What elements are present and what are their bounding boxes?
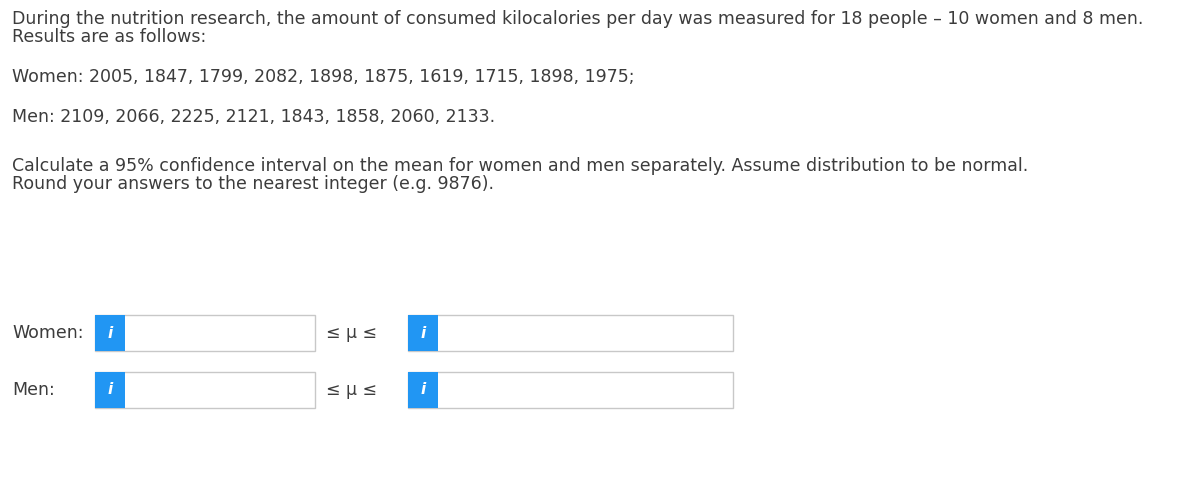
Bar — [408, 315, 733, 351]
Text: Men: 2109, 2066, 2225, 2121, 1843, 1858, 2060, 2133.: Men: 2109, 2066, 2225, 2121, 1843, 1858,… — [12, 108, 496, 126]
Bar — [95, 315, 125, 351]
Text: i: i — [420, 383, 426, 398]
Bar — [95, 315, 314, 351]
Bar — [408, 372, 733, 408]
Bar — [95, 372, 125, 408]
Text: Round your answers to the nearest integer (e.g. 9876).: Round your answers to the nearest intege… — [12, 175, 494, 193]
Text: During the nutrition research, the amount of consumed kilocalories per day was m: During the nutrition research, the amoun… — [12, 10, 1144, 28]
Text: ≤ μ ≤: ≤ μ ≤ — [326, 324, 377, 342]
Text: Women:: Women: — [12, 324, 84, 342]
Bar — [95, 372, 314, 408]
Bar — [408, 315, 438, 351]
Text: Men:: Men: — [12, 381, 55, 399]
Bar — [408, 372, 438, 408]
Text: Results are as follows:: Results are as follows: — [12, 28, 206, 46]
Text: ≤ μ ≤: ≤ μ ≤ — [326, 381, 377, 399]
Text: i: i — [107, 383, 113, 398]
Text: i: i — [107, 325, 113, 340]
Text: Calculate a 95% confidence interval on the mean for women and men separately. As: Calculate a 95% confidence interval on t… — [12, 157, 1028, 175]
Text: Women: 2005, 1847, 1799, 2082, 1898, 1875, 1619, 1715, 1898, 1975;: Women: 2005, 1847, 1799, 2082, 1898, 187… — [12, 68, 635, 86]
Text: i: i — [420, 325, 426, 340]
